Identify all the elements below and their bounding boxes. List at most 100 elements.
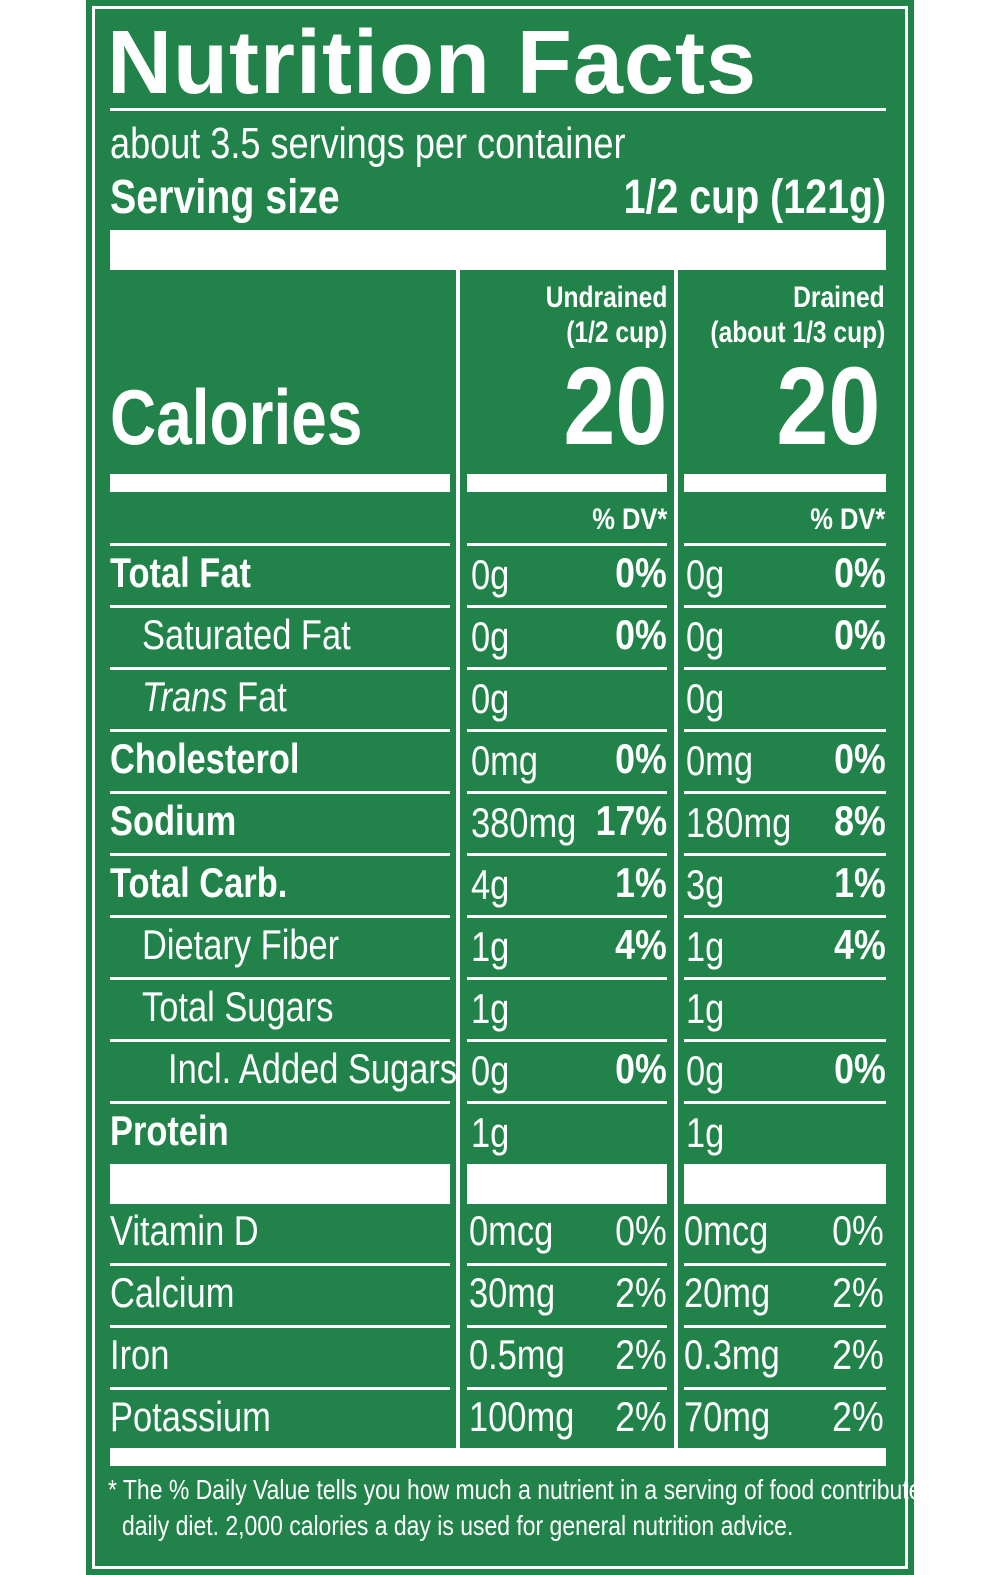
drained-amount: 1g [686,1109,725,1156]
vitamin-rule-label [110,1164,450,1204]
nutrient-row-8-rule [684,1039,886,1042]
nutrient-row-1-rule [467,605,667,608]
nutrient-row-8-rule [467,1039,667,1042]
calories-rule-undrained [467,474,667,492]
drained-dv: 1% [834,859,886,906]
undrained-dv: 2% [615,1331,667,1378]
drained-amount: 70mg [684,1393,771,1440]
nutrient-label: Dietary Fiber [142,921,340,968]
undrained-amount: 30mg [469,1269,556,1316]
nutrient-label-rest: Fat [227,673,287,720]
undrained-dv: 2% [615,1393,667,1440]
undrained-dv: 0% [615,549,667,596]
undrained-amount: 0g [471,551,510,598]
drained-amount: 180mg [686,799,792,846]
nutrient-label-italic: Trans [142,673,228,720]
drained-amount: 0g [686,551,725,598]
undrained-dv: 0% [615,735,667,782]
vitamin-row-1-rule [684,1263,886,1266]
nutrient-row-2-rule [110,667,450,670]
nutrient-row-3-rule [684,729,886,732]
dv-header-rule [110,543,450,546]
drained-amount: 0.3mg [684,1331,780,1378]
undrained-dv: 1% [615,859,667,906]
vitamin-row-3-rule [467,1387,667,1390]
nutrient-row-4-rule [467,791,667,794]
nutrient-row-6-rule [684,915,886,918]
nutrient-row-5-rule [110,853,450,856]
nutrient-row-9-rule [110,1101,450,1104]
vitamin-label: Vitamin D [110,1207,259,1254]
dv-header-rule [684,543,886,546]
vitamin-row-1-rule [467,1263,667,1266]
footnote-rule [110,1448,886,1466]
drained-amount: 0g [686,675,725,722]
vitamin-label: Potassium [110,1393,271,1440]
undrained-dv: 0% [615,1045,667,1092]
serving-size-value: 1/2 cup (121g) [623,171,886,224]
drained-amount: 1g [686,923,725,970]
nutrient-label: Total Fat [110,549,251,596]
drained-dv: 0% [834,549,886,596]
vitamin-rule-drained [684,1164,886,1204]
undrained-dv-header: % DV* [591,503,667,536]
undrained-amount: 1g [471,985,510,1032]
undrained-amount: 1g [471,923,510,970]
nutrient-label: Cholesterol [110,735,300,782]
nutrient-row-5-rule [684,853,886,856]
nutrient-row-9-rule [467,1101,667,1104]
undrained-header-line2: (1/2 cup) [565,316,667,349]
drained-calories: 20 [775,345,880,468]
thick-rule-top [110,230,886,270]
drained-amount: 0g [686,613,725,660]
drained-header-line2: (about 1/3 cup) [710,316,885,349]
undrained-amount: 0mcg [469,1207,554,1254]
nutrient-row-6-rule [110,915,450,918]
drained-dv: 0% [834,735,886,782]
drained-amount: 0mcg [684,1207,769,1254]
label-border [92,6,908,1569]
nutrient-row-4-rule [684,791,886,794]
nutrient-row-4-rule [110,791,450,794]
nutrient-label: Saturated Fat [142,611,351,658]
calories-label: Calories [110,373,363,461]
nutrient-row-3-rule [110,729,450,732]
drained-amount: 20mg [684,1269,771,1316]
nutrient-row-9-rule [684,1101,886,1104]
nutrient-row-7-rule [684,977,886,980]
nutrient-row-1-rule [684,605,886,608]
nutrient-row-5-rule [467,853,667,856]
undrained-dv: 0% [615,1207,667,1254]
undrained-header-line1: Undrained [545,281,667,314]
undrained-dv: 4% [615,921,667,968]
vitamin-row-1-rule [110,1263,450,1266]
vitamin-row-2-rule [467,1325,667,1328]
vitamin-label: Calcium [110,1269,235,1316]
title-rule [110,108,886,111]
undrained-dv: 17% [595,797,667,844]
undrained-dv: 0% [615,611,667,658]
undrained-calories: 20 [562,345,667,468]
nutrient-label: Sodium [110,797,237,844]
nutrient-label: Total Carb. [110,859,288,906]
drained-dv: 4% [834,921,886,968]
vitamin-row-2-rule [684,1325,886,1328]
undrained-amount: 0g [471,613,510,660]
calories-rule-label [110,474,450,492]
nutrient-row-2-rule [467,667,667,670]
drained-dv: 2% [832,1269,884,1316]
undrained-amount: 0.5mg [469,1331,565,1378]
nutrient-label: Trans Fat [142,676,287,718]
label-title: Nutrition Facts [107,13,758,113]
vitamin-row-3-rule [110,1387,450,1390]
drained-amount: 0g [686,1047,725,1094]
column-divider-2 [674,270,678,1448]
drained-header-line1: Drained [793,281,885,314]
nutrient-row-3-rule [467,729,667,732]
drained-amount: 1g [686,985,725,1032]
nutrient-row-7-rule [110,977,450,980]
nutrient-label: Total Sugars [142,983,334,1030]
drained-dv: 0% [834,1045,886,1092]
undrained-amount: 0g [471,675,510,722]
nutrient-row-8-rule [110,1039,450,1042]
